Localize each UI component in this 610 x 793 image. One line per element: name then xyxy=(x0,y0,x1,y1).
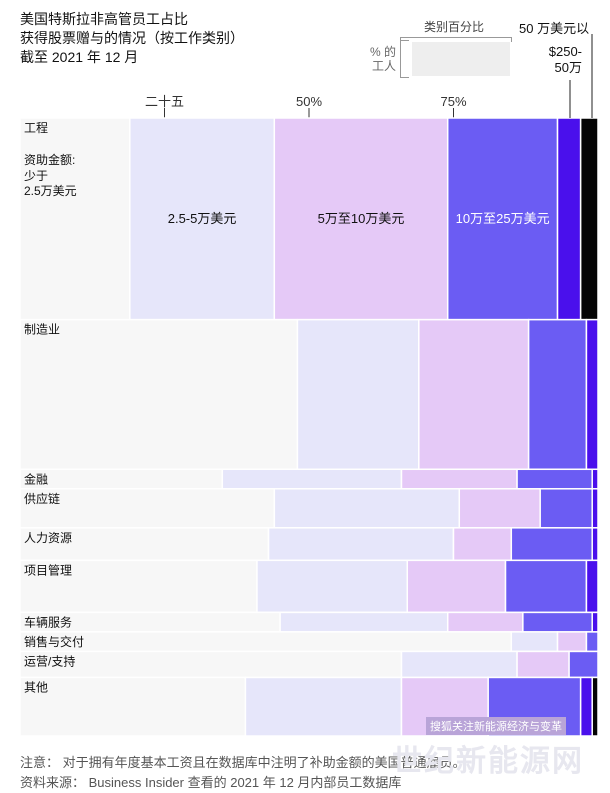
bar-segment xyxy=(522,611,593,633)
bar-segment xyxy=(591,676,599,737)
legend-bracket xyxy=(400,37,512,42)
bar-segment xyxy=(556,631,588,653)
bar-segment xyxy=(579,117,599,321)
source-note: 资料来源： Business Insider 查看的 2021 年 12 月内部… xyxy=(20,775,402,790)
bar-segment xyxy=(418,318,530,471)
row-label: 项目管理 xyxy=(24,562,72,577)
bar-segment xyxy=(273,488,461,529)
bar-segment xyxy=(458,488,541,529)
watermark-small: 搜狐关注新能源经济与变革 xyxy=(426,717,566,735)
bar-segment xyxy=(591,611,599,633)
bar-segment xyxy=(510,527,593,562)
bar-segment xyxy=(591,527,599,562)
bar-segment xyxy=(510,631,559,653)
bar-segment xyxy=(244,676,403,737)
bar-segment xyxy=(129,117,276,321)
bar-segment xyxy=(585,559,599,614)
bar-segment xyxy=(516,468,593,490)
legend-category-pct-label: 类别百分比 xyxy=(424,20,485,34)
bar-segment xyxy=(400,468,518,490)
legend-second-band-label: $250- 50万 xyxy=(548,44,582,75)
legend-workers-pct-label: % 的 工人 xyxy=(369,45,396,73)
bar-segment xyxy=(585,318,599,471)
bar-segment xyxy=(267,527,455,562)
row-label: 销售与交付 xyxy=(24,634,84,649)
bar-segment xyxy=(446,611,524,633)
bar-segment xyxy=(19,468,224,490)
row-label: 其他 xyxy=(24,680,48,694)
row-label: 供应链 xyxy=(24,491,60,506)
bar-segment xyxy=(568,650,599,679)
x-tick-label: 50% xyxy=(296,94,322,109)
bar-segment xyxy=(221,468,403,490)
bar-segment xyxy=(19,631,513,653)
bar-segment xyxy=(19,676,247,737)
bar-segment xyxy=(19,559,258,614)
bar-segment xyxy=(516,650,570,679)
bar-segment xyxy=(256,559,409,614)
x-tick-label: 二十五 xyxy=(145,94,184,109)
x-tick-label: 75% xyxy=(440,94,466,109)
row-label: 车辆服务 xyxy=(24,614,72,629)
bar-segment xyxy=(539,488,593,529)
bar-segment xyxy=(452,527,513,562)
bar-segment xyxy=(504,559,588,614)
bar-segment xyxy=(19,318,299,471)
bar-segment xyxy=(279,611,449,633)
row-label: 运营/支持 xyxy=(24,653,75,668)
bar-segment xyxy=(19,488,276,529)
bar-segment xyxy=(296,318,420,471)
bar-segment xyxy=(591,488,599,529)
bar-segment xyxy=(19,527,270,562)
watermark-big: 世纪新能源网 xyxy=(392,745,584,778)
bar-segment xyxy=(585,631,599,653)
bar-segment xyxy=(527,318,588,471)
chart-title: 美国特斯拉非高管员工占比 获得股票赠与的情况（按工作类别） 截至 2021 年 … xyxy=(20,11,244,65)
row-label: 人力资源 xyxy=(24,531,72,545)
footnote: 注意： 对于拥有年度基本工资且在数据库中注明了补助金额的美国普通雇员。 xyxy=(20,755,466,770)
row-label: 制造业 xyxy=(24,323,60,337)
less-than-label: 少于 xyxy=(24,169,48,183)
amount-label: 资助金额: xyxy=(24,152,75,167)
legend-top-band-label: 50 万美元以 xyxy=(519,21,590,36)
bar-segment xyxy=(446,117,559,321)
segment-label-2: 2.5-5万美元 xyxy=(168,211,237,226)
segment-label-3: 5万至10万美元 xyxy=(318,211,405,226)
bar-segment xyxy=(579,676,593,737)
bar-segment xyxy=(400,650,518,679)
bar-segment xyxy=(19,117,131,321)
legend-brace xyxy=(400,40,409,78)
legend-sample-box xyxy=(412,42,510,76)
bar-segment xyxy=(19,650,403,679)
row-label: 工程 xyxy=(24,120,48,135)
bar-segment xyxy=(591,468,599,490)
mekko-chart: 二十五 50% 75% 工程制造业金融供应链人力资源项目管理车辆服务销售与交付运营/支… xyxy=(19,34,599,737)
row-label: 金融 xyxy=(24,471,48,486)
segment-label-4: 10万至25万美元 xyxy=(456,211,550,226)
bar-segment xyxy=(406,559,507,614)
bar-segment xyxy=(556,117,582,321)
less-than-label: 2.5万美元 xyxy=(24,184,77,198)
